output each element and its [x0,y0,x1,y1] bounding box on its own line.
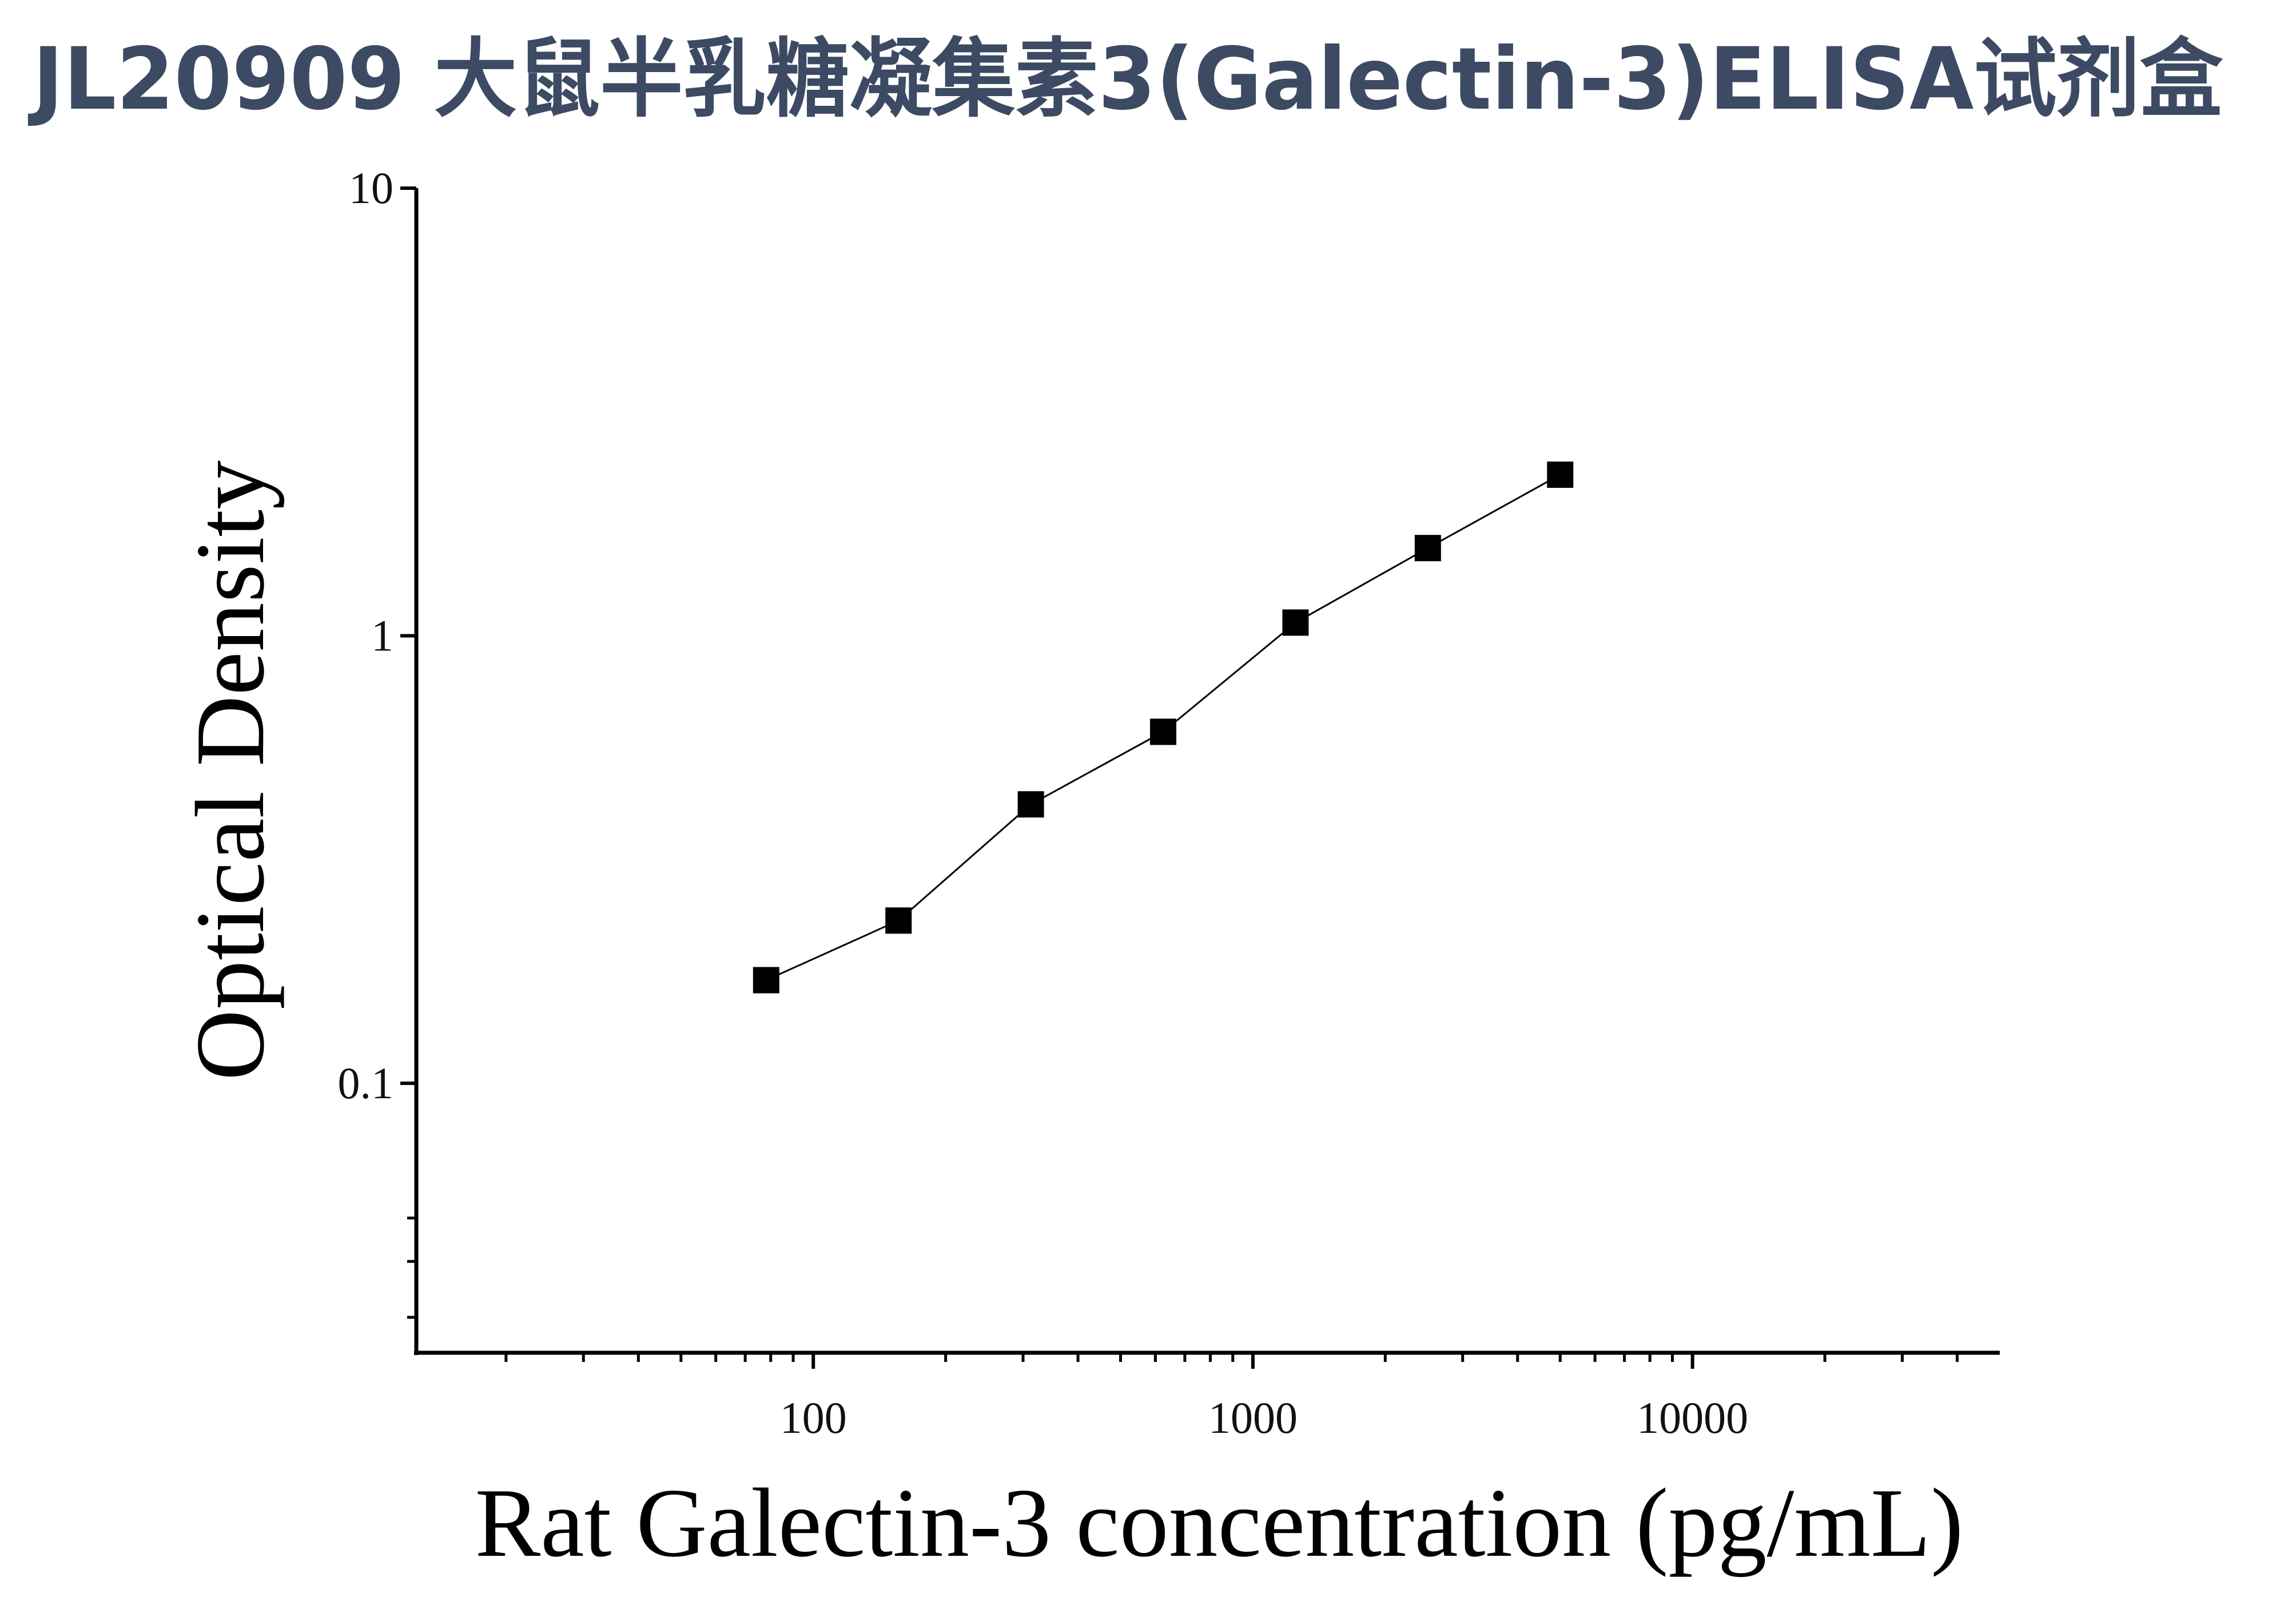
y-axis-label: Optical Density [176,460,285,1080]
point [1547,461,1574,488]
point [1414,535,1441,562]
point [1017,791,1044,818]
y-tick-label: 0.1 [338,1058,394,1108]
x-tick-label: 1000 [1208,1393,1298,1443]
x-axis-label: Rat Galectin-3 concentration (pg/mL) [475,1469,1964,1578]
x-tick-label: 100 [780,1393,847,1443]
point [1150,718,1177,745]
y-tick-label: 10 [349,163,393,213]
chart-title: JL20909 大鼠半乳糖凝集素3(Galectin-3)ELISA试剂盒 [27,30,2223,129]
x-tick-label: 10000 [1637,1393,1748,1443]
y-tick-label: 1 [371,610,393,660]
point [885,907,912,934]
point [1282,609,1309,636]
point [753,967,779,994]
